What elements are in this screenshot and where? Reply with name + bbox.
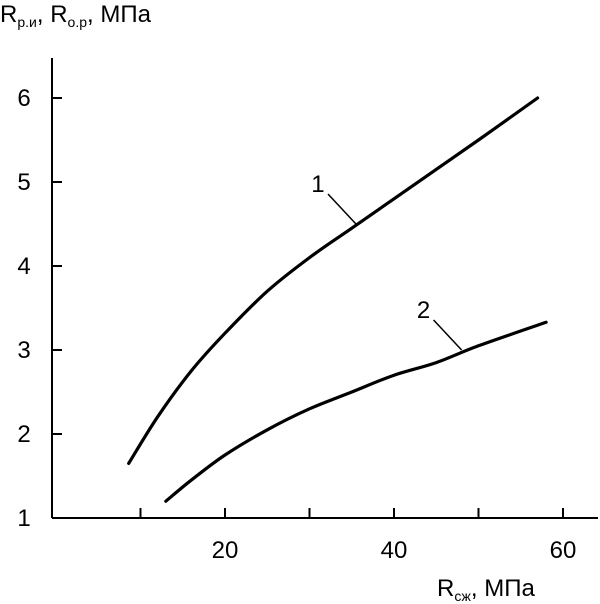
y-tick-label: 1: [17, 505, 30, 532]
y-tick-label: 3: [17, 337, 30, 364]
x-axis-title-r: R: [437, 575, 454, 602]
series-layer: [127, 96, 548, 503]
ticks: [52, 97, 564, 518]
y-axis-title: Rр.и, Rо.р, МПа: [0, 1, 152, 30]
series-1-label: 1: [311, 171, 324, 198]
x-tick-label: 60: [550, 537, 577, 564]
x-tick-label: 20: [212, 537, 239, 564]
y-tick-label: 6: [17, 85, 30, 112]
y-axis-title-sub1: р.и: [17, 14, 37, 30]
series-2-leader: [433, 319, 463, 351]
y-tick-label: 5: [17, 169, 30, 196]
x-axis-title: Rсж, МПа: [437, 575, 535, 604]
x-axis-title-sub: сж: [454, 588, 471, 604]
x-tick-label: 40: [381, 537, 408, 564]
axes: [51, 58, 598, 519]
y-tick-label: 4: [17, 253, 30, 280]
y-tick-label: 2: [17, 421, 30, 448]
y-axis-title-sub2: о.р: [68, 14, 88, 30]
series-2-line: [164, 320, 548, 503]
y-axis-title-sep: ,: [37, 1, 50, 28]
series-1-leader: [327, 193, 357, 225]
x-axis-title-unit: , МПа: [471, 575, 536, 602]
curve-labels: 12: [311, 171, 463, 351]
y-axis-title-r1: R: [0, 1, 17, 28]
series-2-label: 2: [417, 297, 430, 324]
y-axis-title-unit: , МПа: [87, 1, 152, 28]
series-1-line: [127, 96, 540, 465]
y-axis-title-r2: R: [50, 1, 67, 28]
